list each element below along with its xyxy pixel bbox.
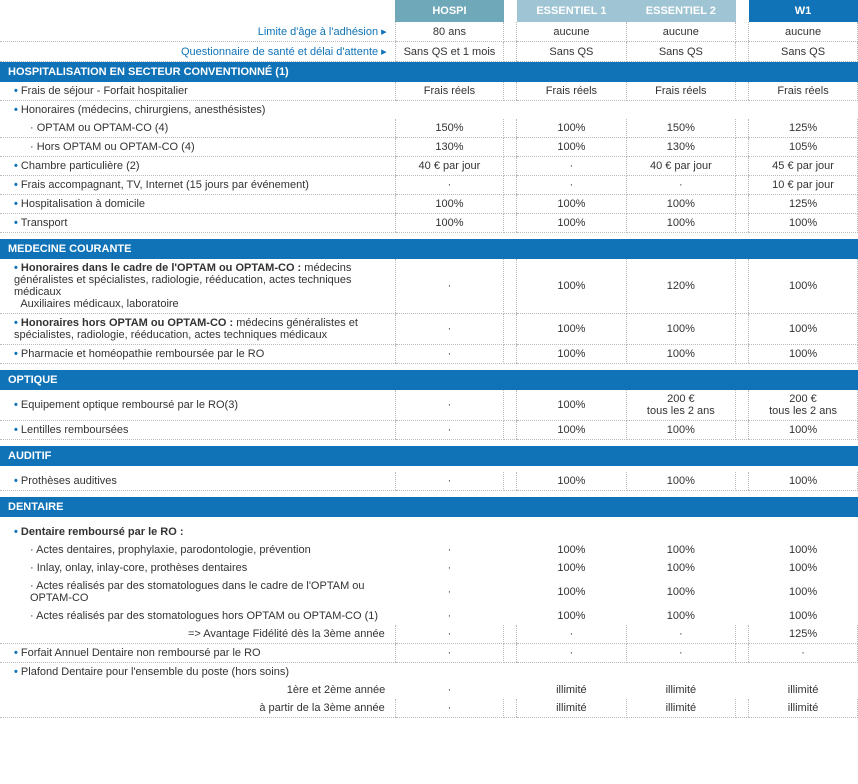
benefits-table: HOSPI ESSENTIEL 1 ESSENTIEL 2 W1 Limite … xyxy=(0,0,858,718)
plan-hospi: HOSPI xyxy=(395,0,503,22)
section-hospitalisation: HOSPITALISATION EN SECTEUR CONVENTIONNÉ … xyxy=(0,62,858,83)
qs-row: Questionnaire de santé et délai d'attent… xyxy=(0,42,858,62)
age-row: Limite d'âge à l'adhésion ▸ 80 ans aucun… xyxy=(0,22,858,42)
plan-w1: W1 xyxy=(749,0,858,22)
qs-label: Questionnaire de santé et délai d'attent… xyxy=(0,42,395,62)
plan-header-row: HOSPI ESSENTIEL 1 ESSENTIEL 2 W1 xyxy=(0,0,858,22)
section-optique: OPTIQUE xyxy=(0,370,858,390)
age-label: Limite d'âge à l'adhésion ▸ xyxy=(0,22,395,42)
section-medecine: MEDECINE COURANTE xyxy=(0,239,858,259)
plan-essentiel2: ESSENTIEL 2 xyxy=(626,0,735,22)
section-dentaire: DENTAIRE xyxy=(0,497,858,517)
section-auditif: AUDITIF xyxy=(0,446,858,466)
plan-essentiel1: ESSENTIEL 1 xyxy=(517,0,626,22)
